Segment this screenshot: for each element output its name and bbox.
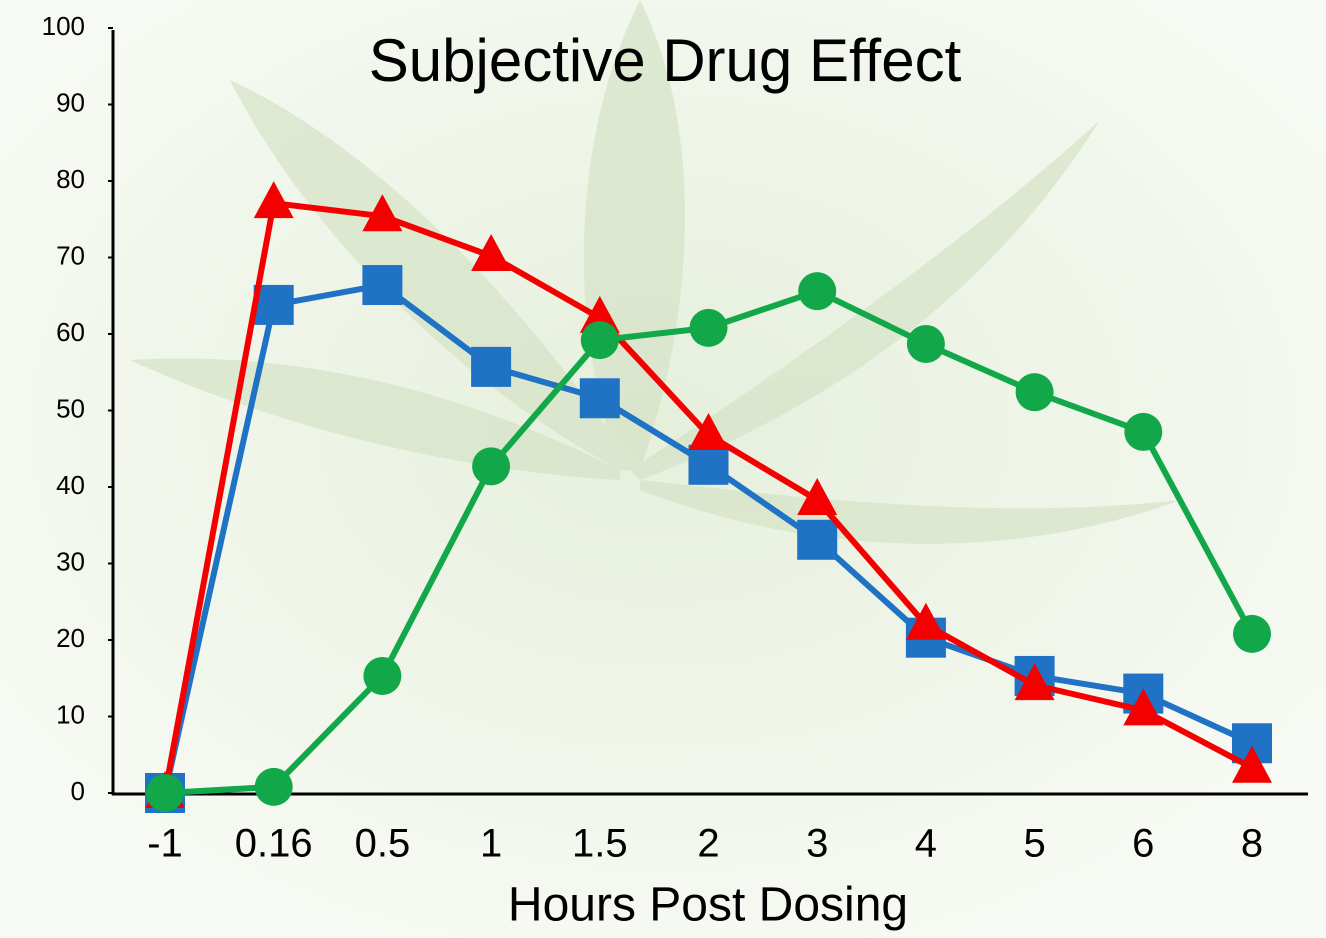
y-tick-label: 60 [56, 317, 85, 347]
marker-square [471, 347, 511, 387]
y-tick-label: 100 [42, 11, 85, 41]
y-tick-label: 90 [56, 87, 85, 117]
marker-square [689, 445, 729, 485]
marker-circle [1016, 373, 1054, 411]
marker-square [797, 520, 837, 560]
chart-title: Subjective Drug Effect [369, 27, 962, 94]
marker-circle [146, 774, 184, 812]
chart: Subjective Drug Effect Hours Post Dosing… [0, 0, 1326, 938]
marker-square [362, 265, 402, 305]
y-tick-label: 80 [56, 164, 85, 194]
marker-circle [363, 657, 401, 695]
y-tick-label: 0 [71, 776, 85, 806]
x-tick-label: 0.5 [355, 822, 411, 866]
marker-circle [1124, 413, 1162, 451]
marker-circle [581, 321, 619, 359]
x-tick-label: 8 [1241, 822, 1263, 866]
marker-circle [798, 272, 836, 310]
x-tick-label: 1 [480, 822, 502, 866]
y-tick-label: 20 [56, 623, 85, 653]
x-tick-label: 6 [1132, 822, 1154, 866]
x-tick-label: -1 [147, 822, 183, 866]
y-tick-label: 70 [56, 240, 85, 270]
y-tick-label: 40 [56, 470, 85, 500]
x-tick-label: 1.5 [572, 822, 628, 866]
marker-circle [255, 768, 293, 806]
x-tick-label: 2 [697, 822, 719, 866]
x-axis-title: Hours Post Dosing [508, 879, 908, 932]
y-tick-label: 30 [56, 546, 85, 576]
y-tick-label: 50 [56, 393, 85, 423]
x-tick-label: 5 [1023, 822, 1045, 866]
marker-square [580, 378, 620, 418]
marker-circle [472, 447, 510, 485]
x-tick-label: 0.16 [235, 822, 313, 866]
x-tick-label: 4 [915, 822, 937, 866]
y-tick-label: 10 [56, 699, 85, 729]
marker-circle [907, 325, 945, 363]
marker-circle [690, 309, 728, 347]
marker-circle [1233, 615, 1271, 653]
x-tick-label: 3 [806, 822, 828, 866]
